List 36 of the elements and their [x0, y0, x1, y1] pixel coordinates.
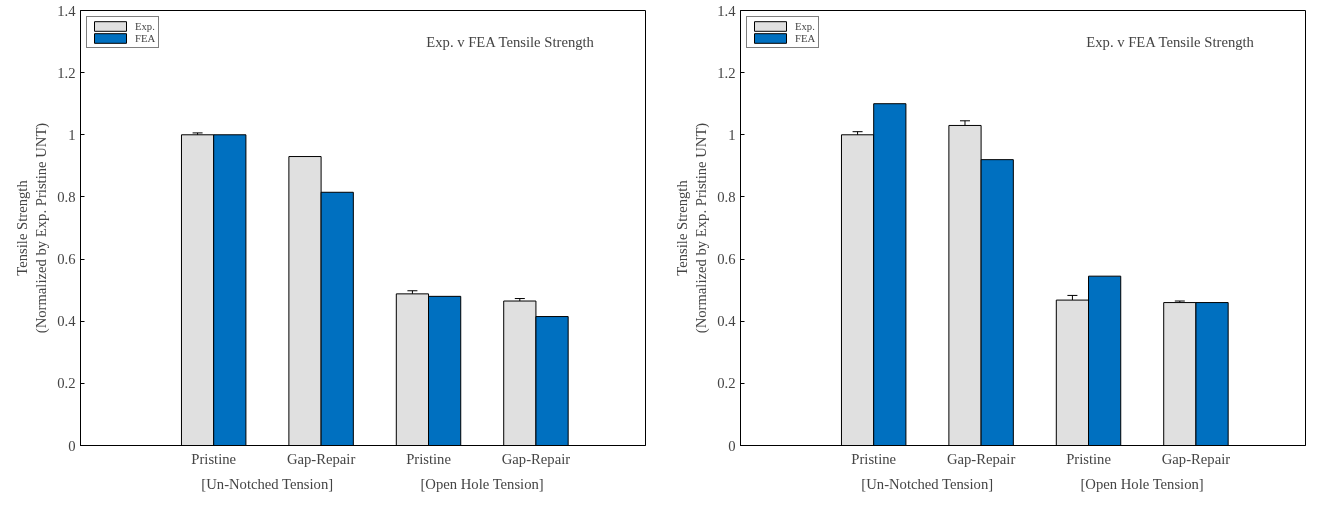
text: [Open Hole Tension]	[420, 475, 544, 492]
x-tick-label: Pristine	[1066, 450, 1111, 467]
y-tick-label: 1	[68, 126, 76, 143]
x-tick-label: Gap-Repair	[1161, 450, 1231, 467]
y-tick-label: 1	[728, 126, 736, 143]
x-tick-label: Pristine	[191, 450, 237, 467]
x-tick-label: Gap-Repair	[501, 450, 571, 467]
x-tick-label: Pristine	[406, 450, 451, 467]
y-tick-label: 1.2	[57, 64, 76, 81]
x-tick-label: Gap-Repair	[946, 450, 1016, 467]
text: [Un-Notched Tension]	[201, 475, 334, 492]
y-tick-label: 0	[68, 437, 76, 454]
y-tick-label: 0.8	[717, 188, 736, 205]
legend-label: FEA	[795, 32, 816, 44]
y-tick-label: 0.8	[57, 188, 76, 205]
y-tick-label: 0.6	[717, 251, 736, 268]
legend-label: Exp.	[135, 20, 155, 32]
legend-label: FEA	[135, 32, 156, 44]
y-tick-label: 1.2	[717, 64, 736, 81]
y-tick-label: 0.6	[57, 251, 76, 268]
y-tick-label: 1.4	[57, 2, 77, 19]
x-tick-label: Pristine	[851, 450, 897, 467]
y-tick-label: 0.4	[717, 313, 737, 330]
y-tick-label: 0.4	[57, 313, 77, 330]
text: Exp. v FEA Tensile Strength	[1086, 33, 1255, 50]
x-tick-label: Gap-Repair	[286, 450, 356, 467]
legend-label: Exp.	[795, 20, 815, 32]
y-tick-label: 0	[728, 437, 736, 454]
text: [Un-Notched Tension]	[861, 475, 994, 492]
y-tick-label: 0.2	[717, 375, 736, 392]
y-tick-label: 0.2	[57, 375, 76, 392]
y-axis-title: Tensile Strength (Normalized by Exp. Pristine UNT)	[13, 122, 51, 334]
text: Exp. v FEA Tensile Strength	[426, 33, 595, 50]
y-axis-title: Tensile Strength (Normalized by Exp. Pristine UNT)	[673, 122, 711, 334]
text: [Open Hole Tension]	[1080, 475, 1204, 492]
y-tick-label: 1.4	[717, 2, 737, 19]
